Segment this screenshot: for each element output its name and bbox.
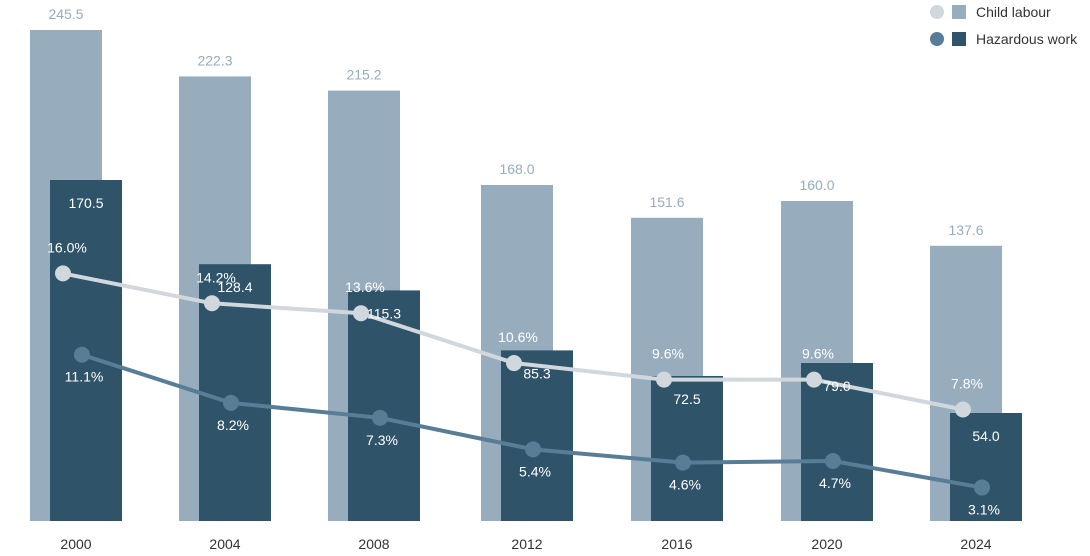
point-hazardous-work-pct-2004[interactable] <box>223 394 239 411</box>
label-child-labour-2020: 160.0 <box>799 177 834 193</box>
label-hazardous-work-2016: 72.5 <box>673 391 700 407</box>
point-hazardous-work-pct-2000[interactable] <box>74 346 90 363</box>
label-hazardous-work-2020: 79.0 <box>823 378 850 394</box>
x-tick-2012: 2012 <box>511 536 542 552</box>
label-child-labour-2016: 151.6 <box>649 194 684 210</box>
bar-hazardous-work-2008[interactable] <box>348 290 420 521</box>
label-hazardous-work-2000: 170.5 <box>68 195 103 211</box>
label-child-labour-pct-2016: 9.6% <box>652 346 684 362</box>
label-hazardous-work-2024: 54.0 <box>972 428 999 444</box>
point-hazardous-work-pct-2024[interactable] <box>974 479 990 496</box>
bar-hazardous-work-2024[interactable] <box>950 413 1022 521</box>
label-child-labour-2004: 222.3 <box>197 52 232 68</box>
percentage-lines <box>55 265 990 496</box>
label-hazardous-work-pct-2000: 11.1% <box>65 369 104 385</box>
point-child-labour-pct-2004[interactable] <box>204 295 220 312</box>
hazardous-work-line-swatch <box>930 32 944 46</box>
hazardous-work-bar-swatch <box>952 32 966 46</box>
point-hazardous-work-pct-2012[interactable] <box>525 441 541 458</box>
label-hazardous-work-pct-2024: 3.1% <box>968 502 1000 518</box>
x-tick-2000: 2000 <box>60 536 91 552</box>
label-child-labour-pct-2012: 10.6% <box>498 329 538 345</box>
legend-item-child-labour[interactable]: Child labour <box>930 2 1077 22</box>
point-child-labour-pct-2020[interactable] <box>806 371 822 388</box>
label-child-labour-pct-2000: 16.0% <box>47 239 87 255</box>
point-hazardous-work-pct-2016[interactable] <box>675 454 691 471</box>
point-child-labour-pct-2012[interactable] <box>506 355 522 372</box>
label-hazardous-work-pct-2020: 4.7% <box>819 475 851 491</box>
x-tick-2004: 2004 <box>209 536 240 552</box>
label-child-labour-2024: 137.6 <box>948 222 983 238</box>
point-child-labour-pct-2008[interactable] <box>353 305 369 322</box>
legend-item-hazardous-work[interactable]: Hazardous work <box>930 29 1077 49</box>
data-labels: 245.5 170.5 222.3 128.4 215.2 115.3 168.0 85.3 1… <box>47 6 1000 518</box>
x-tick-2024: 2024 <box>960 536 991 552</box>
label-hazardous-work-pct-2012: 5.4% <box>519 463 551 479</box>
x-tick-2020: 2020 <box>811 536 842 552</box>
label-hazardous-work-2012: 85.3 <box>523 365 550 381</box>
label-hazardous-work-2008: 115.3 <box>367 305 401 321</box>
point-child-labour-pct-2024[interactable] <box>955 401 971 418</box>
label-child-labour-2012: 168.0 <box>499 161 534 177</box>
point-child-labour-pct-2000[interactable] <box>55 265 71 282</box>
label-hazardous-work-pct-2004: 8.2% <box>217 417 249 433</box>
x-axis: 2000 2004 2008 2012 2016 2020 2024 <box>60 536 991 552</box>
point-child-labour-pct-2016[interactable] <box>656 371 672 388</box>
label-child-labour-pct-2008: 13.6% <box>345 279 385 295</box>
point-hazardous-work-pct-2020[interactable] <box>825 452 841 469</box>
child-labour-bar-swatch <box>952 5 966 19</box>
label-child-labour-pct-2024: 7.8% <box>951 376 983 392</box>
label-child-labour-2000: 245.5 <box>48 6 83 22</box>
legend-label-child-labour: Child labour <box>976 4 1051 20</box>
bar-hazardous-work-2012[interactable] <box>501 350 573 521</box>
legend-label-hazardous-work: Hazardous work <box>976 31 1078 47</box>
point-hazardous-work-pct-2008[interactable] <box>372 409 388 426</box>
label-child-labour-pct-2020: 9.6% <box>802 346 834 362</box>
legend: Child labour Hazardous work <box>930 2 1077 56</box>
label-child-labour-pct-2004: 14.2% <box>196 269 236 285</box>
child-labour-line-swatch <box>930 5 944 19</box>
label-child-labour-2008: 215.2 <box>346 67 381 83</box>
x-tick-2008: 2008 <box>358 536 389 552</box>
label-hazardous-work-pct-2016: 4.6% <box>669 477 701 493</box>
bar-hazardous-work-2016[interactable] <box>651 376 723 521</box>
label-hazardous-work-2004: 128.4 <box>217 279 252 295</box>
x-tick-2016: 2016 <box>661 536 692 552</box>
label-hazardous-work-pct-2008: 7.3% <box>366 432 398 448</box>
